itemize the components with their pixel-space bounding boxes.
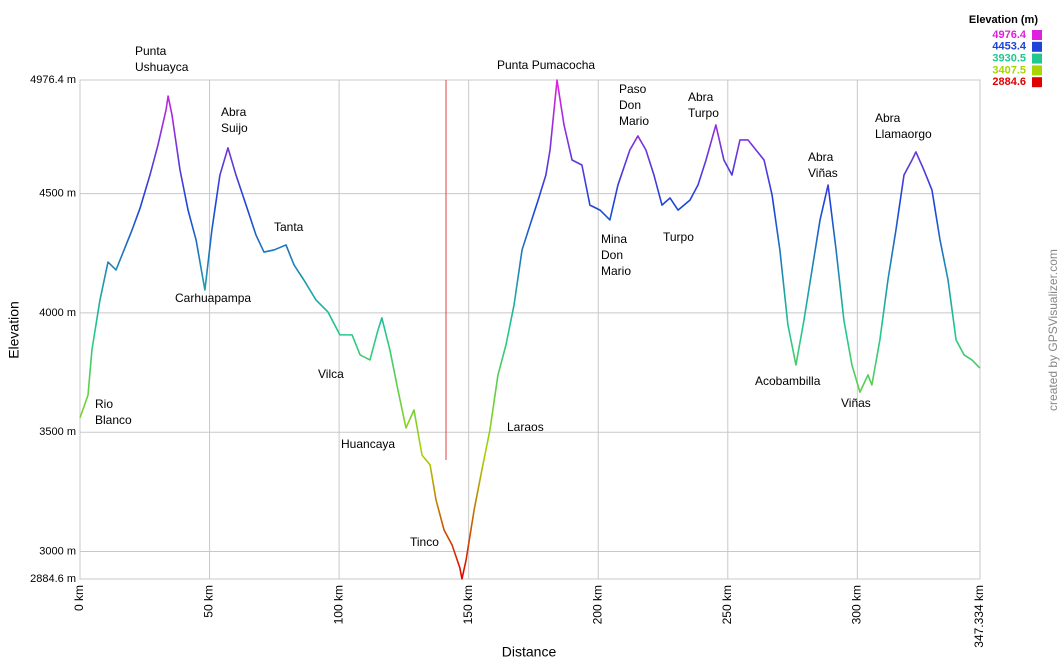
legend-value: 3407.5 bbox=[992, 64, 1026, 76]
legend-title: Elevation (m) bbox=[969, 14, 1038, 26]
credit: created by GPSVisualizer.com bbox=[1046, 249, 1060, 411]
annotation: Abra bbox=[875, 111, 901, 125]
legend-swatch bbox=[1032, 65, 1042, 76]
annotation: Don bbox=[619, 98, 641, 112]
x-tick-label: 50 km bbox=[202, 585, 216, 618]
annotation: Viñas bbox=[841, 396, 871, 410]
y-tick-label: 4976.4 m bbox=[30, 74, 76, 86]
annotation: Turpo bbox=[663, 230, 694, 244]
annotation: Carhuapampa bbox=[175, 291, 251, 305]
annotation: Abra bbox=[221, 105, 247, 119]
y-axis-label: Elevation bbox=[6, 301, 22, 359]
annotation: Mina bbox=[601, 232, 627, 246]
annotation: Turpo bbox=[688, 106, 719, 120]
annotation: Suijo bbox=[221, 121, 248, 135]
legend-value: 4453.4 bbox=[992, 41, 1027, 53]
x-tick-label: 347.334 km bbox=[972, 585, 986, 648]
y-tick-label: 4500 m bbox=[39, 188, 76, 200]
annotation: Mario bbox=[619, 114, 649, 128]
annotation: Tanta bbox=[274, 220, 304, 234]
annotation: Paso bbox=[619, 82, 647, 96]
legend-value: 3930.5 bbox=[992, 53, 1026, 65]
x-tick-label: 100 km bbox=[331, 585, 345, 624]
annotation: Punta Pumacocha bbox=[497, 58, 595, 72]
annotation: Mario bbox=[601, 264, 631, 278]
x-tick-label: 250 km bbox=[720, 585, 734, 624]
x-tick-label: 200 km bbox=[590, 585, 604, 624]
annotation: Laraos bbox=[507, 420, 544, 434]
legend-swatch bbox=[1032, 30, 1042, 40]
annotation: Llamaorgo bbox=[875, 127, 932, 141]
annotation: Huancaya bbox=[341, 437, 395, 451]
x-tick-label: 0 km bbox=[72, 585, 86, 611]
x-tick-label: 150 km bbox=[461, 585, 475, 624]
annotation: Acobambilla bbox=[755, 374, 821, 388]
legend-value: 4976.4 bbox=[992, 29, 1027, 41]
annotation: Punta bbox=[135, 44, 167, 58]
annotation: Tinco bbox=[410, 535, 439, 549]
x-tick-label: 300 km bbox=[850, 585, 864, 624]
y-tick-label: 3000 m bbox=[39, 545, 76, 557]
annotation: Blanco bbox=[95, 413, 132, 427]
annotation: Abra bbox=[808, 150, 834, 164]
legend-swatch bbox=[1032, 41, 1042, 52]
legend-swatch bbox=[1032, 77, 1042, 88]
legend-swatch bbox=[1032, 53, 1042, 64]
x-axis-label: Distance bbox=[502, 644, 557, 660]
annotation: Abra bbox=[688, 90, 714, 104]
y-tick-label: 4000 m bbox=[39, 307, 76, 319]
annotation: Viñas bbox=[808, 166, 838, 180]
grid bbox=[79, 79, 981, 580]
annotation: Rio bbox=[95, 397, 113, 411]
annotation: Vilca bbox=[318, 367, 344, 381]
y-tick-label: 2884.6 m bbox=[30, 573, 76, 585]
y-tick-label: 3500 m bbox=[39, 426, 76, 438]
annotation: Don bbox=[601, 248, 623, 262]
legend-value: 2884.6 bbox=[992, 76, 1026, 88]
elevation-line bbox=[79, 79, 981, 580]
annotation: Ushuayca bbox=[135, 60, 189, 74]
